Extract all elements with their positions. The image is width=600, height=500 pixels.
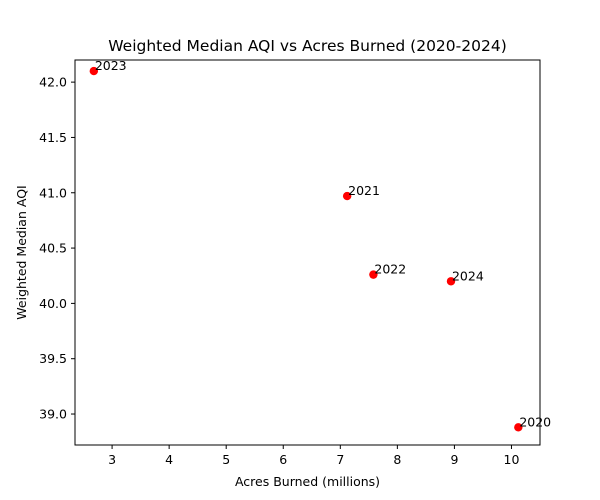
data-point-2020: [514, 423, 523, 432]
data-point-2024: [446, 277, 456, 286]
data-point-2021: [342, 191, 352, 201]
y-tick-label: 41.5: [39, 130, 67, 145]
data-label-2023: 2023: [95, 58, 127, 73]
y-tick-label: 39.0: [39, 407, 67, 422]
y-axis: 39.0 39.5 40.0 40.5 41.0 41.5 42.0: [39, 75, 75, 422]
x-axis: 3 4 5 6 7 8 9 10: [108, 445, 519, 467]
data-label-2022: 2022: [374, 262, 406, 277]
y-tick-label: 39.5: [39, 351, 67, 366]
plot-area: [74, 59, 541, 446]
data-label-2020: 2020: [519, 414, 551, 429]
data-point-2022: [369, 270, 378, 279]
data-point-2023: [89, 66, 99, 76]
chart-title: Weighted Median AQI vs Acres Burned (202…: [108, 37, 507, 55]
x-tick-label: 6: [279, 452, 287, 467]
x-axis-label: Acres Burned (millions): [235, 474, 380, 489]
x-tick-label: 8: [393, 452, 401, 467]
x-tick-label: 4: [165, 452, 173, 467]
x-tick-label: 9: [450, 452, 458, 467]
y-tick-label: 41.0: [39, 185, 67, 200]
y-tick-label: 40.5: [39, 241, 67, 256]
y-tick-label: 42.0: [39, 75, 67, 90]
x-tick-label: 3: [108, 452, 116, 467]
x-tick-label: 5: [222, 452, 230, 467]
y-tick-label: 40.0: [39, 296, 67, 311]
data-label-2021: 2021: [348, 183, 380, 198]
x-tick-label: 10: [504, 452, 520, 467]
x-tick-label: 7: [336, 452, 344, 467]
y-axis-label: Weighted Median AQI: [14, 185, 29, 319]
data-label-2024: 2024: [452, 268, 484, 283]
data-points: 2020 2021 2022 2023 2024: [89, 58, 551, 432]
